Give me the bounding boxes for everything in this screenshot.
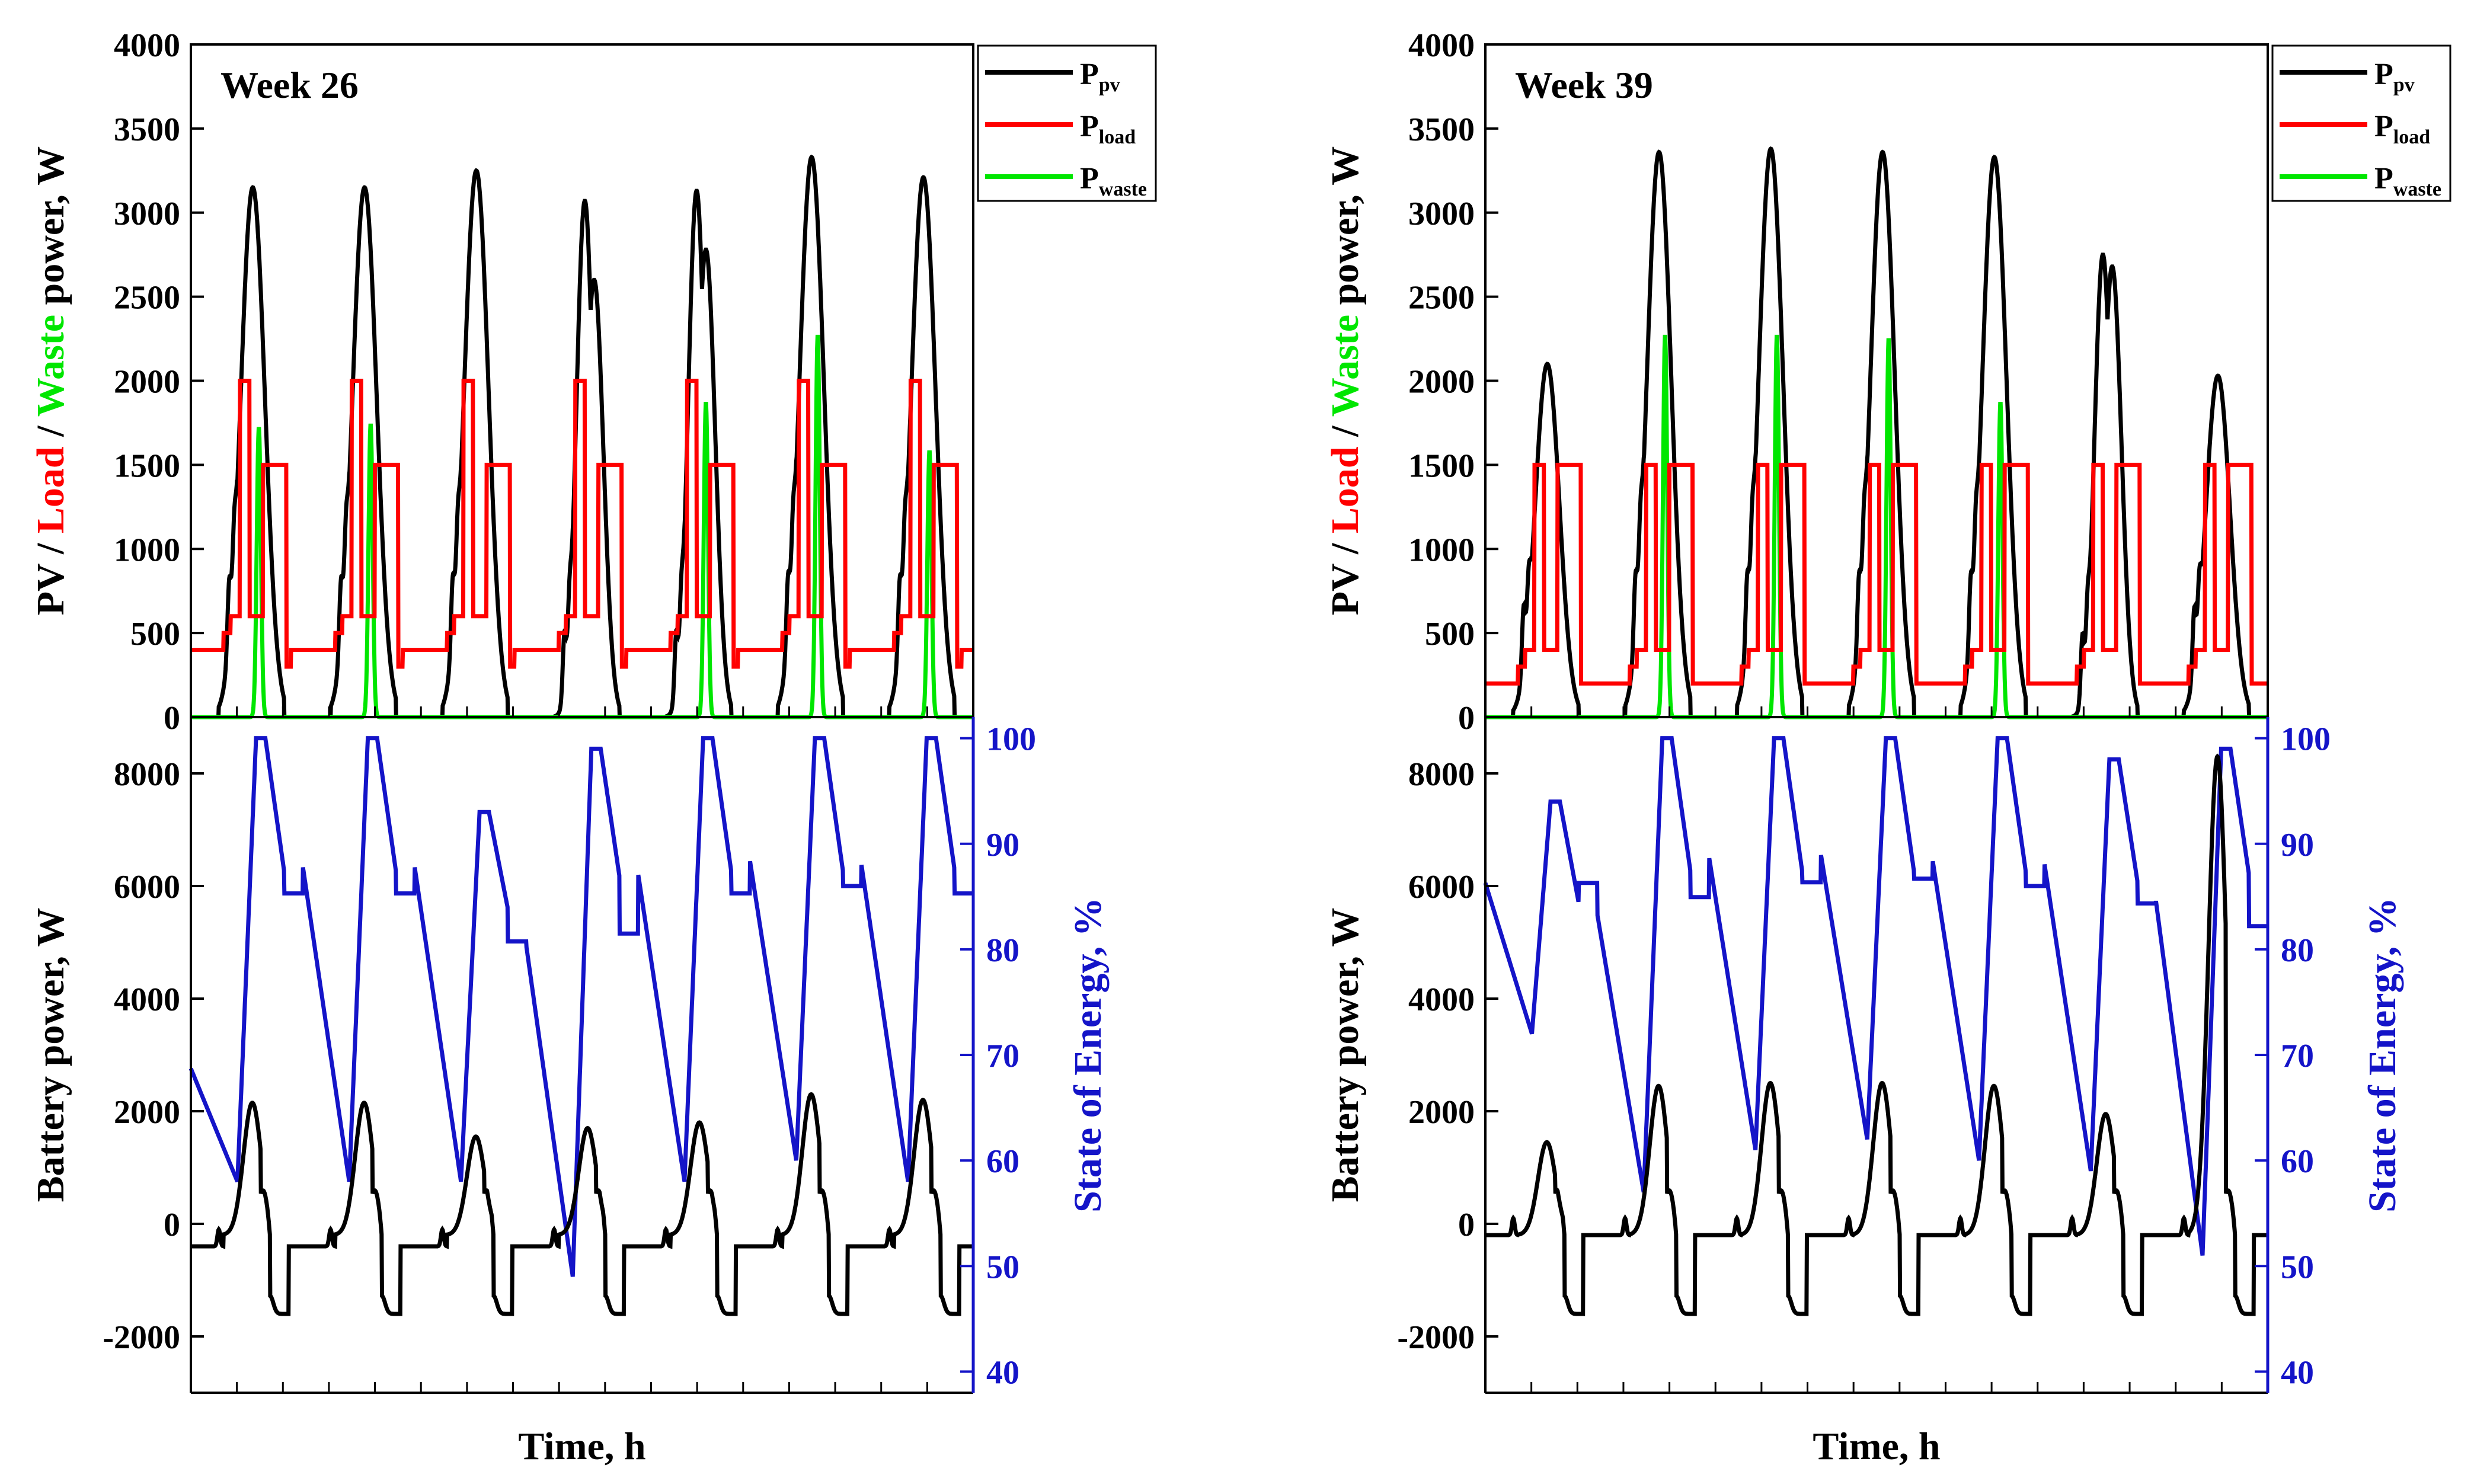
soe-series-line [188,736,973,1277]
soe-series-line [1483,736,2268,1256]
y2-axis-label: State of Energy, % [2361,897,2404,1213]
legend-label-load: Pload [2374,110,2430,148]
y2-tick-label: 50 [986,1249,1019,1285]
y-axis-label-part: / [29,417,72,446]
legend-label-sub: waste [2393,178,2441,200]
y-tick-label: 0 [1458,1207,1475,1243]
y-axis-label: PV / Load / Waste power, W [29,146,72,616]
y-tick-label: 4000 [1408,981,1475,1018]
y-tick-label: 3000 [114,196,180,232]
y-tick-label: 4000 [1408,27,1475,64]
y-tick-label: 2000 [114,364,180,401]
y-tick-label: 8000 [114,756,180,793]
waste-series-line [191,334,973,719]
pv-series-line [1485,146,2268,719]
y-axis-label: PV / Load / Waste power, W [1324,146,1367,616]
waste-series-line [1485,334,2268,719]
y-tick-label: 0 [164,700,180,737]
legend-label-pv: Ppv [1080,57,1120,96]
battery-series-line [1485,753,2268,1316]
pv-series-line [191,154,973,719]
y-tick-label: 2000 [1408,364,1475,401]
y-tick-label: 1500 [114,447,180,484]
y2-axis-label: State of Energy, % [1066,897,1110,1213]
chart-panel-bottom-right: -2000 0 2000 4000 6000 8000 40 50 60 70 80 90 100 Bat… [1324,716,2404,1468]
y2-tick-label: 90 [986,827,1019,863]
y-axis-label: Battery power, W [29,908,72,1202]
y-tick-label: 2000 [114,1094,180,1131]
y2-tick-label: 40 [986,1354,1019,1391]
y-axis-label-part: PV / [1324,533,1367,615]
legend-label-sub: pv [2393,74,2415,96]
y-axis-label-part: power, W [1324,146,1367,315]
y-tick-label: 2000 [1408,1094,1475,1131]
y2-tick-label: 80 [2281,932,2314,969]
y-axis-label: Battery power, W [1324,908,1367,1202]
panel-title: Week 39 [1515,64,1653,106]
legend-label-sub: load [2393,126,2430,148]
legend-label-pv: Ppv [2374,57,2415,96]
chart-panel-top-right: 0 500 1000 1500 2000 2500 3000 3500 4000 Week 39 P… [1324,27,2451,737]
legend-label-base: P [2374,162,2393,196]
plot-frame [1484,43,2269,718]
legend-label-base: P [2374,57,2393,91]
load-series-line [191,379,973,669]
battery-series-line [191,1092,973,1316]
y-axis-label-part: power, W [29,146,72,315]
load-series-line [1485,462,2268,686]
y2-tick-label: 80 [986,932,1019,969]
y-axis-label-part: Waste [1324,315,1367,417]
y-axis-label-part: / [1324,417,1367,446]
panel-title: Week 26 [220,64,359,106]
legend-label-base: P [1080,110,1099,143]
y-tick-label: 1000 [114,532,180,568]
y-tick-label: 500 [1425,616,1475,653]
legend-label-sub: waste [1099,178,1147,200]
y-tick-label: 6000 [114,869,180,906]
y-tick-label: 0 [164,1207,180,1243]
y-tick-label: -2000 [103,1319,180,1356]
y-axis-label-part: Load [1324,446,1367,533]
y2-tick-label: 60 [2281,1143,2314,1180]
y2-tick-label: 40 [2281,1354,2314,1391]
y2-tick-label: 90 [2281,827,2314,863]
chart-panel-bottom-left: -2000 0 2000 4000 6000 8000 40 50 60 70 80 90 100 Bat… [29,716,1110,1468]
y-tick-label: 1500 [1408,447,1475,484]
y2-tick-label: 50 [2281,1249,2314,1285]
y-axis-label-part: Waste [29,315,72,417]
y-tick-label: 2500 [114,280,180,316]
legend-label-waste: Pwaste [1080,162,1147,200]
y2-tick-label: 70 [986,1038,1019,1074]
y2-tick-label: 100 [2281,721,2331,758]
y-tick-label: 3500 [114,111,180,148]
y-tick-label: 1000 [1408,532,1475,568]
y-tick-label: 3000 [1408,196,1475,232]
y-axis-label-part: PV / [29,533,72,615]
y-tick-label: 2500 [1408,280,1475,316]
y-tick-label: 3500 [1408,111,1475,148]
y-tick-label: 500 [130,616,180,653]
legend-label-base: P [1080,162,1099,196]
chart-panel-top-left: 0 500 1000 1500 2000 2500 3000 3500 4000 Week 26 P… [29,27,1157,737]
legend-label-sub: pv [1099,74,1120,96]
legend-label-sub: load [1099,126,1136,148]
y-tick-label: 0 [1458,700,1475,737]
y-tick-label: -2000 [1397,1319,1475,1356]
x-axis-label: Time, h [518,1425,645,1468]
y2-tick-label: 60 [986,1143,1019,1180]
x-axis-label: Time, h [1813,1425,1940,1468]
legend-label-base: P [1080,57,1099,91]
y-tick-label: 6000 [1408,869,1475,906]
legend-label-load: Pload [1080,110,1136,148]
y-tick-label: 4000 [114,27,180,64]
y2-tick-label: 70 [2281,1038,2314,1074]
y2-tick-label: 100 [986,721,1036,758]
legend-label-base: P [2374,110,2393,143]
y-tick-label: 4000 [114,981,180,1018]
y-axis-label-part: Load [29,446,72,533]
legend-label-waste: Pwaste [2374,162,2441,200]
y-tick-label: 8000 [1408,756,1475,793]
